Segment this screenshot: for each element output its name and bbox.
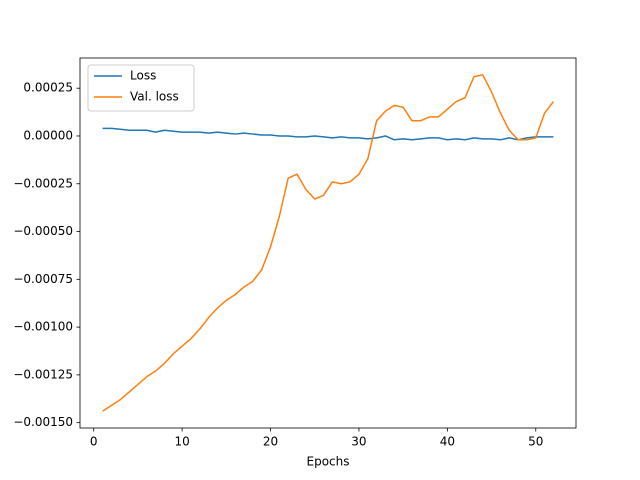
legend-label: Val. loss bbox=[130, 90, 179, 104]
line-series bbox=[102, 74, 555, 412]
y-tick-label: −0.00050 bbox=[13, 224, 73, 238]
y-tick-label: 0.00000 bbox=[23, 128, 73, 142]
y-tick-label: −0.00150 bbox=[13, 415, 73, 429]
x-tick-label: 20 bbox=[263, 435, 278, 449]
legend-label: Loss bbox=[130, 69, 156, 83]
line-series bbox=[102, 127, 554, 141]
y-tick-label: −0.00100 bbox=[13, 320, 73, 334]
x-axis-label: Epochs bbox=[307, 455, 350, 469]
y-tick-label: −0.00025 bbox=[13, 176, 73, 190]
x-tick-label: 10 bbox=[174, 435, 189, 449]
y-tick-label: −0.00075 bbox=[13, 272, 73, 286]
x-tick-label: 30 bbox=[351, 435, 366, 449]
x-tick-label: 0 bbox=[90, 435, 98, 449]
plot-frame bbox=[79, 57, 577, 429]
x-tick-label: 50 bbox=[528, 435, 543, 449]
x-tick-label: 40 bbox=[440, 435, 455, 449]
y-tick-label: −0.00125 bbox=[13, 367, 73, 381]
y-tick-label: 0.00025 bbox=[23, 81, 73, 95]
